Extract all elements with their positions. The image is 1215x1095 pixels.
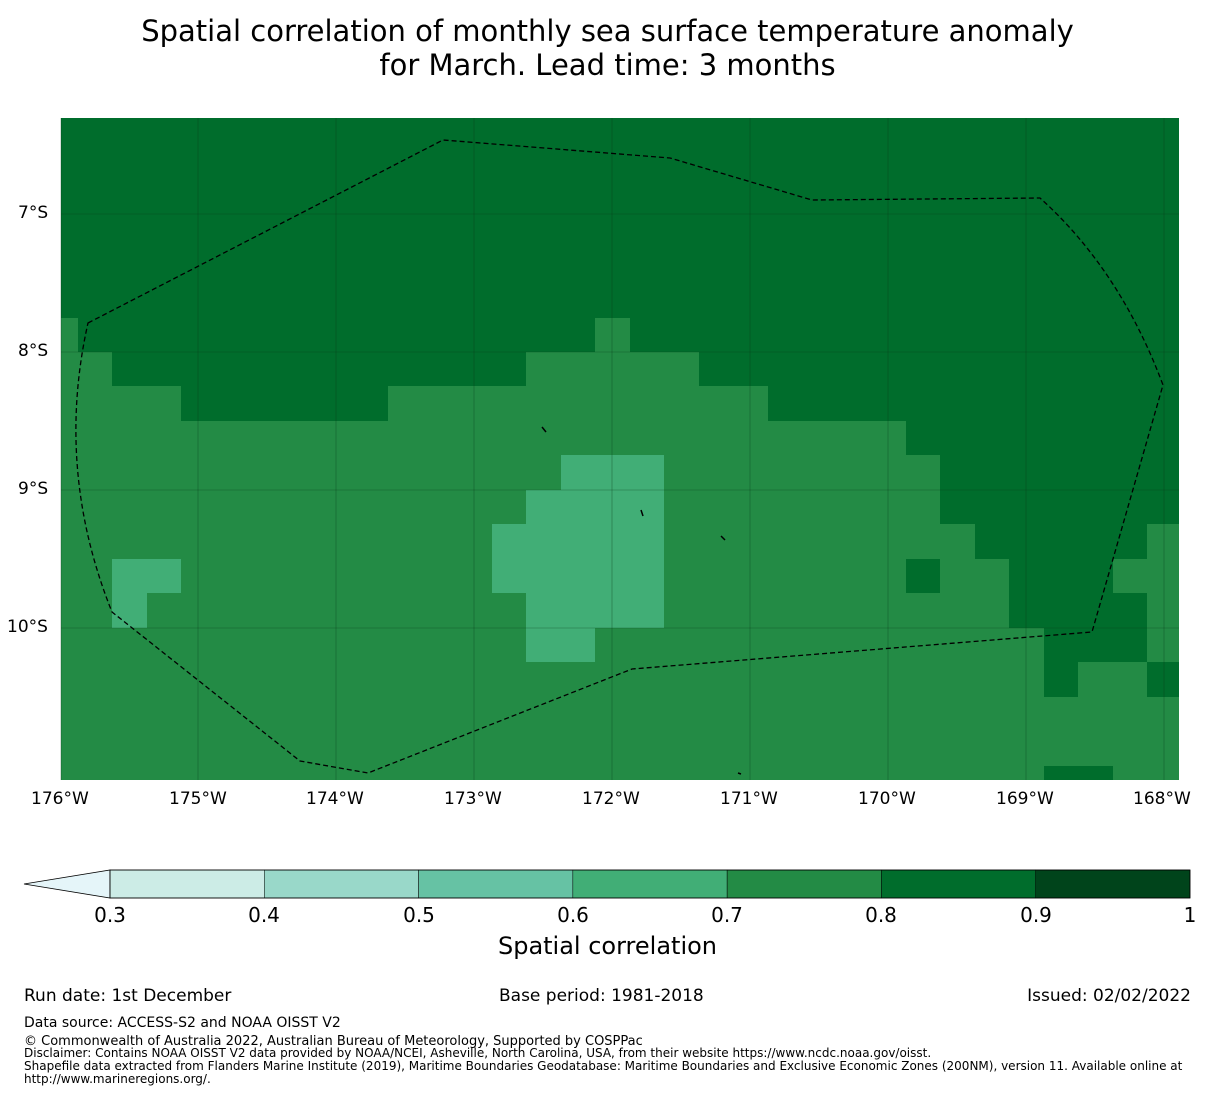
correlation-cell — [112, 593, 147, 628]
colorbar-bin — [726, 869, 882, 899]
colorbar-tick: 0.9 — [1020, 903, 1052, 927]
correlation-cell — [1009, 628, 1044, 780]
colorbar-bin — [418, 869, 574, 899]
correlation-cell — [1147, 524, 1179, 662]
colorbar-outline — [109, 869, 1191, 899]
colorbar-tick: 1 — [1183, 903, 1197, 927]
graticule — [60, 118, 1179, 780]
colorbar-extend-arrow — [23, 869, 111, 899]
colorbar-label: Spatial correlation — [497, 932, 718, 960]
run-date: Run date: 1st December — [24, 986, 232, 1006]
colorbar-tick: 0.7 — [711, 903, 743, 927]
correlation-cell — [561, 628, 595, 662]
island-4 — [737, 772, 742, 775]
correlation-cell — [181, 421, 388, 780]
eez-boundary — [75, 139, 1164, 774]
correlation-cell — [699, 386, 768, 780]
lon-tick-169w: 169°W — [996, 789, 1054, 809]
colorbar-tick: 0.6 — [557, 903, 589, 927]
lat-tick-9s: 9°S — [18, 479, 49, 499]
correlation-cell — [1113, 559, 1147, 593]
title-line-1: Spatial correlation of monthly sea surfa… — [141, 14, 1074, 48]
lon-tick-174w: 174°W — [306, 789, 364, 809]
lon-tick-171w: 171°W — [720, 789, 778, 809]
correlation-cell — [112, 559, 181, 593]
lon-tick-172w: 172°W — [582, 789, 640, 809]
lon-tick-175w: 175°W — [169, 789, 227, 809]
correlation-cell — [768, 421, 906, 780]
correlation-cell — [1078, 662, 1147, 697]
lat-tick-8s: 8°S — [18, 341, 49, 361]
lon-tick-176w: 176°W — [31, 789, 89, 809]
colorbar-tick: 0.3 — [94, 903, 126, 927]
correlation-cell — [61, 318, 78, 780]
lon-tick-168w: 168°W — [1133, 789, 1191, 809]
island-3 — [720, 535, 726, 541]
correlation-cell — [526, 490, 561, 662]
correlation-cell — [906, 559, 940, 593]
colorbar — [23, 869, 1191, 899]
title-line-2: for March. Lead time: 3 months — [379, 48, 836, 82]
colorbar-bin — [264, 869, 419, 899]
island-1 — [541, 426, 547, 433]
colorbar-bins — [109, 869, 1191, 899]
correlation-cell — [492, 524, 526, 593]
colorbar-tick: 0.8 — [865, 903, 897, 927]
lon-tick-173w: 173°W — [444, 789, 502, 809]
lat-tick-10s: 10°S — [7, 617, 48, 637]
lat-tick-7s: 7°S — [18, 203, 49, 223]
shapefile-credit: Shapefile data extracted from Flanders M… — [24, 1059, 1183, 1086]
correlation-cell — [78, 352, 112, 780]
correlation-cell — [906, 455, 940, 780]
correlation-cell — [1044, 766, 1113, 780]
issued-date: Issued: 02/02/2022 — [1027, 986, 1191, 1006]
correlation-cell — [561, 455, 664, 628]
lon-tick-170w: 170°W — [858, 789, 916, 809]
disclaimer: Disclaimer: Contains NOAA OISST V2 data … — [24, 1046, 932, 1060]
data-source: Data source: ACCESS-S2 and NOAA OISST V2 — [24, 1015, 341, 1031]
colorbar-tick: 0.4 — [248, 903, 280, 927]
colorbar-tick: 0.5 — [403, 903, 435, 927]
colorbar-bin — [1035, 869, 1191, 899]
copyright: © Commonwealth of Australia 2022, Austra… — [24, 1034, 643, 1049]
chart-title: Spatial correlation of monthly sea surfa… — [0, 14, 1215, 82]
correlation-cells — [61, 118, 1179, 780]
islands — [541, 426, 742, 775]
correlation-cell — [1147, 662, 1179, 697]
base-period: Base period: 1981-2018 — [499, 986, 704, 1006]
colorbar-bin — [109, 869, 265, 899]
correlation-cell — [940, 524, 975, 780]
colorbar-bin — [881, 869, 1036, 899]
island-2 — [640, 509, 644, 517]
correlation-cell — [975, 559, 1009, 780]
colorbar-bin — [572, 869, 728, 899]
